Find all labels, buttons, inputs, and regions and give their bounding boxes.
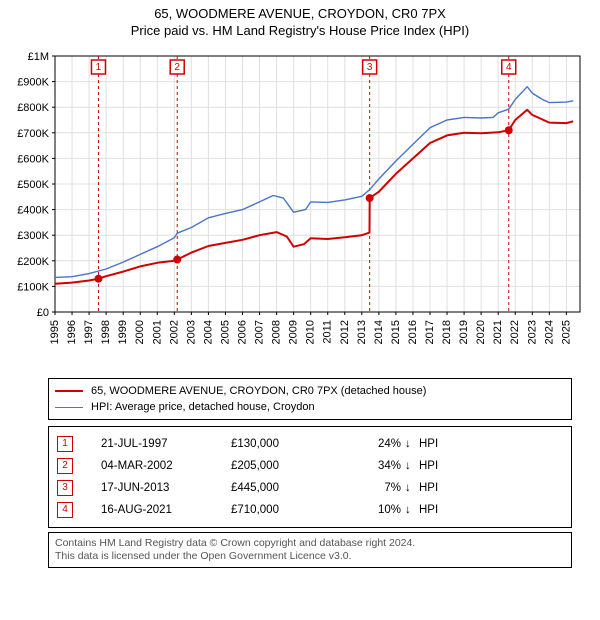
svg-text:4: 4 <box>506 62 512 73</box>
transaction-marker: 4 <box>57 502 73 518</box>
transaction-row: 1 21-JUL-1997£130,00024%↓HPI <box>57 433 563 455</box>
transaction-row: 3 17-JUN-2013£445,0007%↓HPI <box>57 477 563 499</box>
svg-text:2005: 2005 <box>219 320 231 344</box>
svg-text:2014: 2014 <box>373 320 385 344</box>
transaction-diff: 10% <box>341 504 405 516</box>
svg-text:2022: 2022 <box>509 320 521 344</box>
transaction-hpi-label: HPI <box>419 438 449 450</box>
chart: £0 £100K £200K £300K £400K £500K £600K £700K £80… <box>0 44 600 374</box>
svg-text:2020: 2020 <box>475 320 487 344</box>
footnote-line1: Contains HM Land Registry data © Crown c… <box>55 537 565 550</box>
svg-text:2002: 2002 <box>168 320 180 344</box>
svg-text:2010: 2010 <box>305 320 317 344</box>
svg-text:£300K: £300K <box>17 230 49 242</box>
legend-item: HPI: Average price, detached house, Croy… <box>55 399 565 415</box>
transaction-price: £205,000 <box>231 460 341 472</box>
legend-item: 65, WOODMERE AVENUE, CROYDON, CR0 7PX (d… <box>55 383 565 399</box>
svg-text:2024: 2024 <box>543 320 555 344</box>
svg-text:2016: 2016 <box>407 320 419 344</box>
svg-text:2012: 2012 <box>339 320 351 344</box>
svg-text:£900K: £900K <box>17 77 49 89</box>
svg-text:2004: 2004 <box>202 320 214 344</box>
transaction-marker: 1 <box>57 436 73 452</box>
transaction-diff: 7% <box>341 482 405 494</box>
chart-svg: £0 £100K £200K £300K £400K £500K £600K £700K £80… <box>0 44 600 374</box>
svg-text:2015: 2015 <box>390 320 402 344</box>
svg-text:£100K: £100K <box>17 281 49 293</box>
svg-text:2018: 2018 <box>441 320 453 344</box>
down-arrow-icon: ↓ <box>405 438 419 450</box>
svg-text:2019: 2019 <box>458 320 470 344</box>
svg-text:£500K: £500K <box>17 179 49 191</box>
svg-text:2013: 2013 <box>356 320 368 344</box>
down-arrow-icon: ↓ <box>405 460 419 472</box>
svg-text:2000: 2000 <box>134 320 146 344</box>
transactions-table: 121-JUL-1997£130,00024%↓HPI204-MAR-2002£… <box>48 426 572 528</box>
svg-text:2017: 2017 <box>424 320 436 344</box>
svg-text:£600K: £600K <box>17 153 49 165</box>
svg-text:1999: 1999 <box>117 320 129 344</box>
transaction-price: £130,000 <box>231 438 341 450</box>
footnote-line2: This data is licensed under the Open Gov… <box>55 550 565 563</box>
svg-text:1998: 1998 <box>100 320 112 344</box>
transaction-hpi-label: HPI <box>419 504 449 516</box>
svg-text:1: 1 <box>96 62 102 73</box>
svg-text:2003: 2003 <box>185 320 197 344</box>
svg-text:£800K: £800K <box>17 102 49 114</box>
legend-label: 65, WOODMERE AVENUE, CROYDON, CR0 7PX (d… <box>91 385 426 397</box>
svg-text:2025: 2025 <box>560 320 572 344</box>
transaction-date: 16-AUG-2021 <box>101 504 231 516</box>
svg-text:2008: 2008 <box>271 320 283 344</box>
transaction-row: 2 04-MAR-2002£205,00034%↓HPI <box>57 455 563 477</box>
transaction-date: 21-JUL-1997 <box>101 438 231 450</box>
title-subtitle: Price paid vs. HM Land Registry's House … <box>0 23 600 38</box>
svg-text:3: 3 <box>367 62 373 73</box>
page-root: 65, WOODMERE AVENUE, CROYDON, CR0 7PX Pr… <box>0 0 600 568</box>
svg-text:2021: 2021 <box>492 320 504 344</box>
transaction-price: £445,000 <box>231 482 341 494</box>
svg-text:£400K: £400K <box>17 205 49 217</box>
footnote: Contains HM Land Registry data © Crown c… <box>48 532 572 568</box>
svg-text:2011: 2011 <box>322 320 334 344</box>
svg-text:2001: 2001 <box>151 320 163 344</box>
svg-text:2007: 2007 <box>254 320 266 344</box>
titles: 65, WOODMERE AVENUE, CROYDON, CR0 7PX Pr… <box>0 0 600 38</box>
title-address: 65, WOODMERE AVENUE, CROYDON, CR0 7PX <box>0 6 600 21</box>
transaction-price: £710,000 <box>231 504 341 516</box>
svg-text:2023: 2023 <box>526 320 538 344</box>
transaction-date: 17-JUN-2013 <box>101 482 231 494</box>
svg-text:£0: £0 <box>37 307 49 319</box>
svg-text:1995: 1995 <box>49 320 61 344</box>
transaction-diff: 34% <box>341 460 405 472</box>
svg-text:2009: 2009 <box>288 320 300 344</box>
svg-text:1996: 1996 <box>66 320 78 344</box>
transaction-marker: 3 <box>57 480 73 496</box>
transaction-row: 4 16-AUG-2021£710,00010%↓HPI <box>57 499 563 521</box>
transaction-hpi-label: HPI <box>419 460 449 472</box>
legend-swatch <box>55 390 83 392</box>
down-arrow-icon: ↓ <box>405 482 419 494</box>
down-arrow-icon: ↓ <box>405 504 419 516</box>
svg-text:£200K: £200K <box>17 256 49 268</box>
svg-text:£1M: £1M <box>28 51 49 63</box>
transaction-hpi-label: HPI <box>419 482 449 494</box>
svg-text:2: 2 <box>174 62 180 73</box>
svg-text:2006: 2006 <box>237 320 249 344</box>
transaction-diff: 24% <box>341 438 405 450</box>
legend-label: HPI: Average price, detached house, Croy… <box>91 401 315 413</box>
transaction-date: 04-MAR-2002 <box>101 460 231 472</box>
svg-text:1997: 1997 <box>83 320 95 344</box>
legend-swatch <box>55 407 83 408</box>
transaction-marker: 2 <box>57 458 73 474</box>
legend: 65, WOODMERE AVENUE, CROYDON, CR0 7PX (d… <box>48 378 572 420</box>
svg-text:£700K: £700K <box>17 128 49 140</box>
